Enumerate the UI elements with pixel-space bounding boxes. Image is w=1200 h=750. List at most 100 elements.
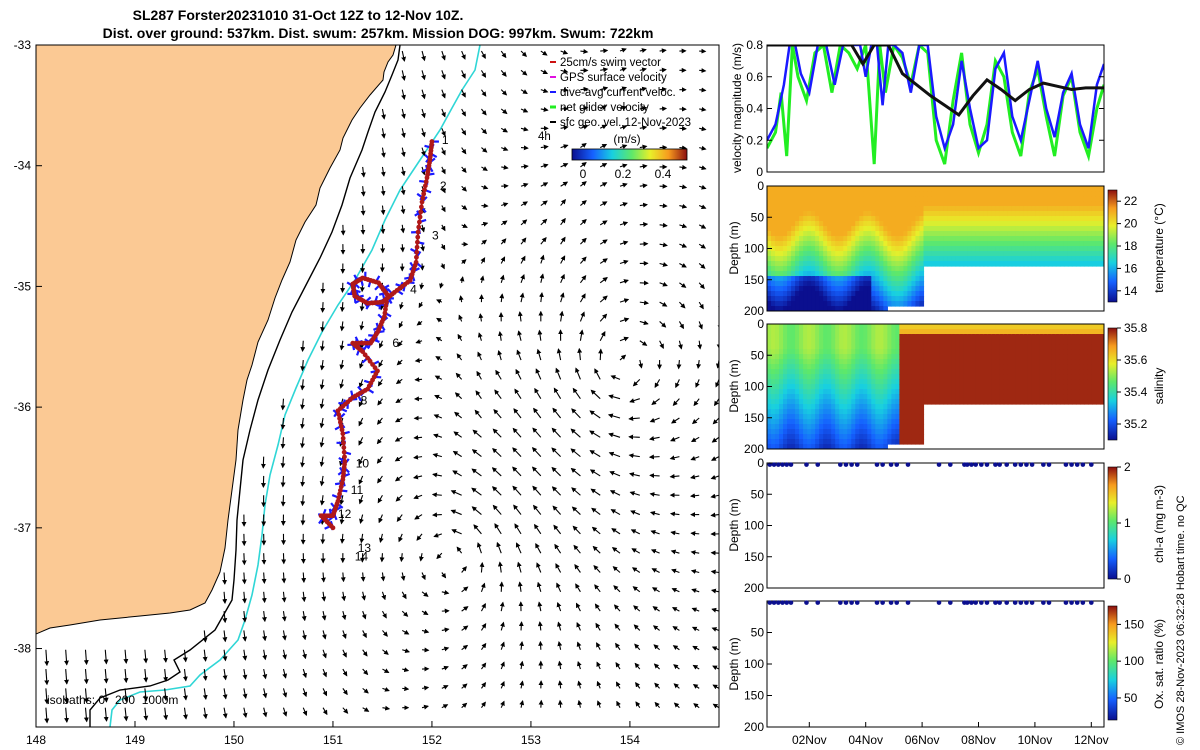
section-cell: [783, 191, 788, 197]
section-cell: [1055, 359, 1061, 365]
section-cell: [767, 374, 772, 380]
section-cell: [1099, 394, 1104, 400]
section-cell: [999, 206, 1005, 212]
section-cell: [851, 206, 856, 212]
section-cell: [883, 236, 888, 242]
section-cell: [1055, 394, 1061, 400]
section-cell: [811, 211, 816, 217]
section-cell: [779, 301, 784, 307]
section-cell: [983, 251, 989, 257]
section-cell: [1011, 201, 1017, 207]
section-cell: [815, 399, 820, 405]
section-cell: [815, 374, 820, 380]
section-cell: [931, 374, 937, 380]
section-cell: [1083, 236, 1089, 242]
section-cell: [863, 369, 868, 375]
section-cell: [783, 241, 788, 247]
geo-velocity-arrow: [648, 454, 660, 460]
section-cell: [1063, 369, 1069, 375]
section-cell: [851, 296, 856, 302]
section-cell: [851, 444, 856, 449]
section-cell: [831, 256, 836, 262]
section-cell: [787, 196, 792, 202]
section-cell: [799, 266, 804, 272]
geo-velocity-arrow: [635, 681, 641, 689]
section-cell: [1019, 226, 1025, 232]
geo-velocity-arrow: [500, 127, 508, 133]
section-cell: [1035, 216, 1041, 222]
section-cell: [839, 389, 844, 395]
section-cell: [1075, 191, 1081, 197]
geo-velocity-arrow: [639, 144, 648, 150]
section-cell: [895, 344, 900, 350]
section-cell: [991, 196, 997, 202]
section-cell: [875, 424, 880, 430]
section-cell: [831, 354, 836, 360]
section-cell: [1047, 389, 1053, 395]
section-cell: [867, 354, 872, 360]
section-cell: [947, 246, 953, 252]
section-cell: [839, 206, 844, 212]
section-cell: [911, 369, 917, 375]
geo-velocity-arrow: [560, 125, 569, 131]
section-cell: [1055, 226, 1061, 232]
section-cell: [883, 389, 888, 395]
section-cell: [1099, 374, 1104, 380]
section-cell: [851, 211, 856, 217]
geo-velocity-arrow: [320, 302, 326, 313]
section-cell: [1079, 236, 1085, 242]
geo-velocity-arrow: [319, 398, 325, 410]
geo-velocity-arrow: [362, 630, 367, 639]
section-cell: [883, 414, 888, 420]
section-cell: [795, 231, 800, 237]
section-cell: [771, 226, 776, 232]
section-cell: [771, 241, 776, 247]
section-cell: [851, 334, 856, 340]
section-cell: [779, 231, 784, 237]
section-cell: [807, 216, 812, 222]
section-cell: [1035, 334, 1041, 340]
section-cell: [999, 241, 1005, 247]
section-cell: [1067, 364, 1073, 370]
section-cell: [851, 216, 856, 222]
section-cell: [1055, 191, 1061, 197]
section-cell: [991, 261, 997, 267]
section-cell: [819, 334, 824, 340]
section-cell: [871, 266, 876, 272]
geo-velocity-arrow: [242, 668, 248, 680]
section-cell: [815, 201, 820, 207]
section-cell: [879, 186, 884, 192]
geo-velocity-arrow: [580, 218, 587, 226]
section-cell: [1087, 246, 1093, 252]
section-cell: [811, 276, 816, 282]
section-cell: [775, 296, 780, 302]
section-cell: [923, 354, 929, 360]
geo-velocity-arrow: [491, 467, 502, 477]
profile-point: [964, 462, 970, 467]
section-cell: [767, 296, 772, 302]
section-cell: [947, 369, 953, 375]
section-cell: [1019, 344, 1025, 350]
section-cell: [823, 424, 828, 430]
section-cell: [891, 424, 896, 430]
section-cell: [1079, 374, 1085, 380]
section-cell: [859, 384, 864, 390]
section-cell: [1051, 379, 1057, 385]
section-cell: [871, 349, 876, 355]
section-cell: [871, 374, 876, 380]
section-cell: [795, 196, 800, 202]
section-cell: [927, 241, 933, 247]
section-cell: [831, 389, 836, 395]
geo-velocity-arrow: [629, 398, 640, 403]
section-cell: [979, 241, 985, 247]
geo-velocity-arrow: [413, 474, 423, 480]
section-cell: [955, 211, 961, 217]
section-cell: [1043, 349, 1049, 355]
section-cell: [795, 251, 800, 257]
section-cell: [1003, 339, 1009, 345]
section-cell: [831, 236, 836, 242]
geo-velocity-arrow: [539, 254, 545, 264]
geo-velocity-arrow: [580, 105, 589, 111]
section-cell: [839, 334, 844, 340]
section-cell: [787, 281, 792, 287]
